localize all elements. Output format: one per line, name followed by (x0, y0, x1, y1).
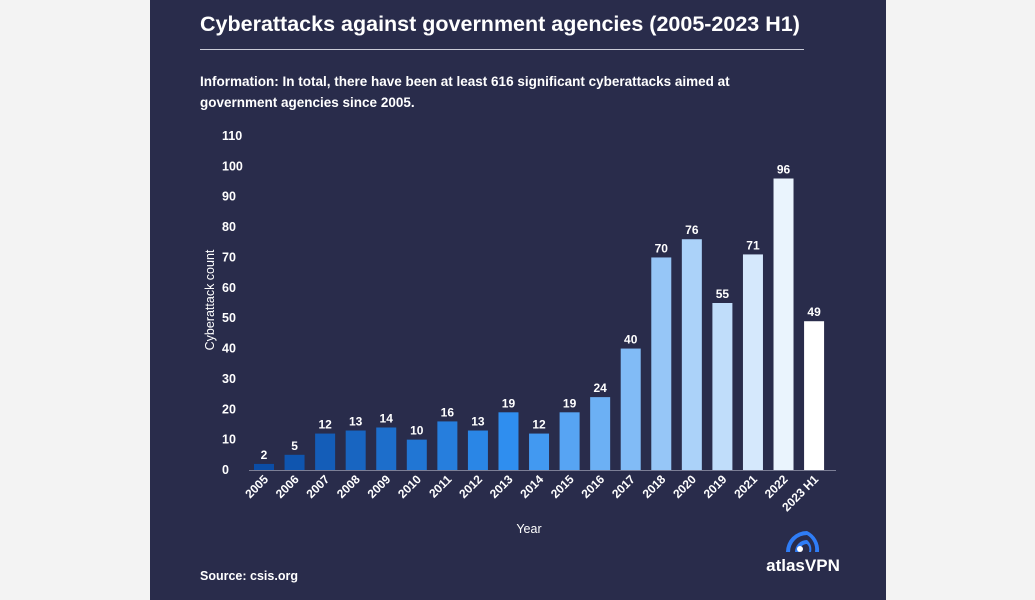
bar-2006 (284, 454, 305, 470)
bar-2014 (529, 433, 550, 470)
data-label: 10 (410, 424, 424, 438)
data-label: 13 (471, 415, 485, 429)
data-label: 40 (624, 333, 638, 347)
x-tick-label: 2013 (487, 472, 516, 501)
x-tick-label: 2021 (731, 472, 760, 501)
x-tick-label: 2016 (578, 472, 607, 501)
title-divider (200, 49, 804, 50)
bar-2009 (376, 427, 397, 470)
y-tick-label: 90 (222, 190, 236, 204)
x-tick-label: 2009 (365, 472, 394, 501)
x-tick-label: 2006 (273, 472, 302, 501)
data-label: 70 (655, 241, 669, 255)
bar-2019 (712, 303, 733, 470)
data-label: 14 (380, 411, 394, 425)
y-tick-label: 70 (222, 250, 236, 264)
x-axis-label: Year (516, 522, 541, 536)
source-text: Source: csis.org (200, 569, 298, 583)
info-text: Information: In total, there have been a… (200, 74, 730, 110)
bar-2017 (620, 348, 641, 470)
x-tick-label: 2007 (303, 472, 332, 501)
data-label: 19 (502, 396, 516, 410)
bar-2020 (681, 239, 702, 470)
x-tick-label: 2012 (456, 472, 485, 501)
atlasvpn-logo: atlasVPN (753, 528, 853, 578)
data-label: 76 (685, 223, 699, 237)
data-label: 12 (532, 418, 546, 432)
x-tick-label: 2008 (334, 472, 363, 501)
data-label: 71 (746, 238, 760, 252)
data-label: 24 (593, 381, 607, 395)
data-label: 49 (807, 305, 821, 319)
bar-2021 (742, 254, 763, 470)
data-label: 12 (318, 418, 332, 432)
data-label: 96 (777, 163, 791, 177)
y-tick-label: 30 (222, 372, 236, 386)
y-tick-label: 60 (222, 281, 236, 295)
x-tick-label: 2014 (517, 472, 546, 501)
y-tick-label: 40 (222, 342, 236, 356)
atlasvpn-logo-icon (786, 531, 820, 552)
x-tick-label: 2005 (242, 472, 271, 501)
chart-title: Cyberattacks against government agencies… (200, 12, 800, 36)
bar-2018 (651, 257, 672, 470)
x-tick-label: 2018 (640, 472, 669, 501)
y-tick-label: 0 (222, 463, 229, 477)
data-label: 16 (441, 405, 455, 419)
bar-2013 (498, 412, 519, 470)
y-axis-label: Cyberattack count (203, 249, 217, 350)
y-tick-label: 80 (222, 220, 236, 234)
x-tick-label: 2020 (670, 472, 699, 501)
data-label: 5 (291, 439, 298, 453)
bar-2010 (406, 439, 427, 470)
bar-2012 (467, 430, 488, 470)
y-tick-label: 10 (222, 433, 236, 447)
bar-2023-H1 (804, 321, 825, 470)
data-label: 19 (563, 396, 577, 410)
bar-2015 (559, 412, 580, 470)
x-tick-label: 2019 (701, 472, 730, 501)
bar-2022 (773, 178, 794, 470)
x-tick-label: 2011 (426, 472, 455, 501)
x-tick-label: 2015 (548, 472, 577, 501)
bar-2011 (437, 421, 458, 470)
x-tick-label: 2010 (395, 472, 424, 501)
chart-panel: Cyberattacks against government agencies… (150, 0, 886, 600)
bar-2005 (254, 463, 274, 470)
data-label: 2 (261, 448, 268, 462)
bar-2008 (345, 430, 366, 470)
bar-2016 (590, 397, 611, 470)
y-tick-label: 20 (222, 402, 236, 416)
y-tick-label: 100 (222, 159, 243, 173)
data-label: 13 (349, 415, 363, 429)
data-label: 55 (716, 287, 730, 301)
logo-text: atlasVPN (766, 556, 840, 575)
x-tick-label: 2017 (609, 472, 638, 501)
bar-2007 (315, 433, 336, 470)
y-tick-label: 50 (222, 311, 236, 325)
y-tick-label: 110 (222, 129, 242, 143)
